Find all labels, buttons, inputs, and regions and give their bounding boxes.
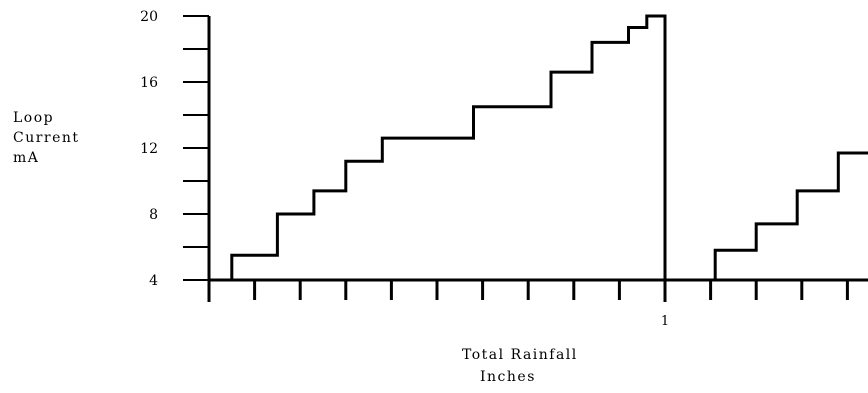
y-tick-label: 12 xyxy=(140,141,158,157)
y-axis-label-line-1: Loop xyxy=(13,110,55,126)
y-tick-label: 4 xyxy=(149,273,158,289)
x-tick-label: 1 xyxy=(661,314,669,329)
y-tick-label: 20 xyxy=(140,9,158,25)
y-tick-label: 16 xyxy=(140,75,158,91)
y-axis-label-line-2: Current xyxy=(13,130,80,146)
x-axis-label-line-1: Total Rainfall xyxy=(462,347,578,363)
y-tick-label: 8 xyxy=(149,207,158,223)
x-axis-label-line-2: Inches xyxy=(480,369,536,385)
series-line-1 xyxy=(209,14,868,282)
series-group xyxy=(209,14,868,282)
x-axis: 1 xyxy=(207,278,868,329)
y-axis-label-line-3: mA xyxy=(13,150,40,166)
y-axis: 4 8 12 16 20 xyxy=(140,9,211,289)
